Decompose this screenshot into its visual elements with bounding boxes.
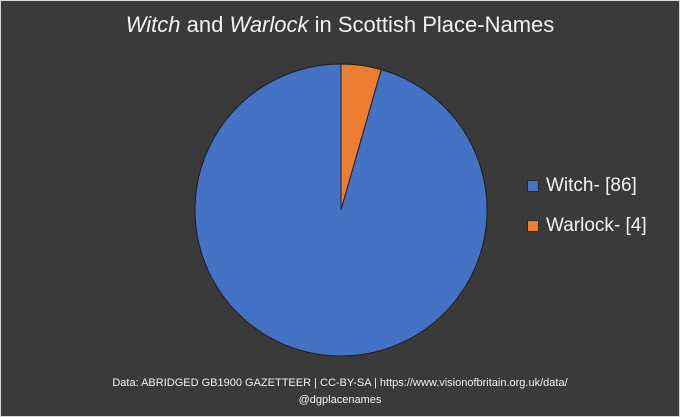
legend-label-witch: Witch- [86]	[546, 175, 637, 196]
footer-credits: Data: ABRIDGED GB1900 GAZETTEER | CC-BY-…	[1, 375, 679, 409]
title-part-witch: Witch	[125, 12, 181, 37]
chart-title: Witch and Warlock in Scottish Place-Name…	[1, 12, 679, 38]
legend: Witch- [86] Warlock- [4]	[527, 174, 647, 254]
title-part-and: and	[180, 12, 230, 37]
pie-slice-witch	[194, 63, 488, 357]
footer-source-line: Data: ABRIDGED GB1900 GAZETTEER | CC-BY-…	[112, 377, 568, 389]
title-part-warlock: Warlock	[229, 12, 309, 37]
legend-label-warlock: Warlock- [4]	[546, 215, 647, 236]
title-part-rest: in Scottish Place-Names	[308, 12, 555, 37]
footer-handle-line: @dgplacenames	[298, 394, 382, 406]
legend-item-witch: Witch- [86]	[527, 174, 647, 198]
legend-item-warlock: Warlock- [4]	[527, 214, 647, 238]
legend-swatch-warlock	[527, 220, 539, 232]
legend-swatch-witch	[527, 180, 539, 192]
